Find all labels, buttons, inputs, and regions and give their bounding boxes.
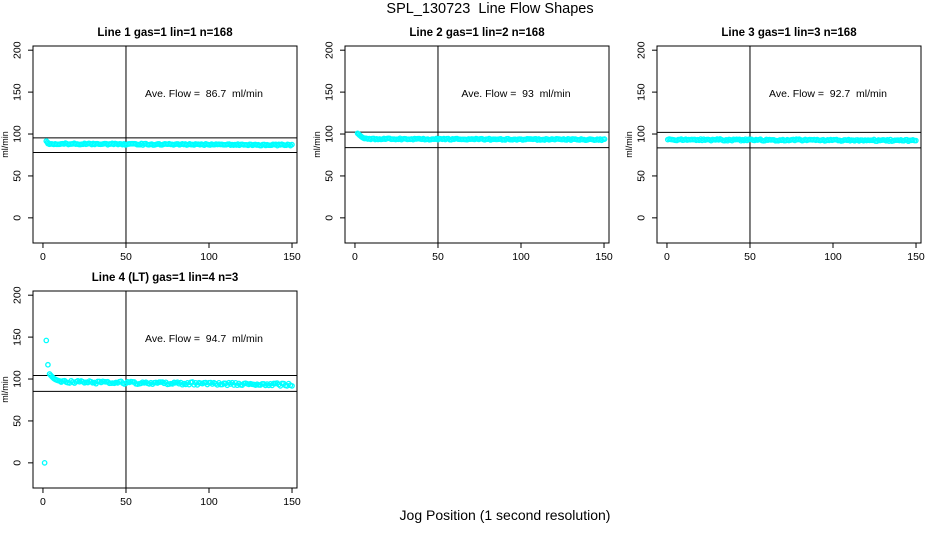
y-tick-label: 0 (12, 215, 24, 221)
y-tick-label: 100 (636, 125, 648, 143)
y-tick-label: 0 (12, 460, 24, 466)
data-points (664, 136, 919, 145)
x-tick-label: 100 (200, 251, 218, 263)
x-tick-label: 150 (283, 251, 301, 263)
subplot-line-1: 0 50 100 150 0 50 100 150 200 ml/min Line 1 gas=1 … (0, 27, 301, 263)
x-tick-label: 0 (352, 251, 358, 263)
x-tick-label: 150 (595, 251, 613, 263)
y-tick-label: 200 (324, 41, 336, 59)
x-tick-label: 100 (200, 496, 218, 508)
y-tick-label: 150 (324, 83, 336, 101)
plot-box (32, 45, 298, 244)
x-axis-title: Jog Position (1 second resolution) (399, 507, 611, 523)
y-tick-label: 50 (324, 170, 336, 182)
subplot-line-2: 0 50 100 150 0 50 100 150 200 ml/min Line 2 gas=1 … (312, 27, 613, 263)
data-point (601, 136, 608, 142)
figure-title: SPL_130723 Line Flow Shapes (386, 1, 594, 17)
y-tick-label: 150 (636, 83, 648, 101)
x-tick-label: 50 (744, 251, 756, 263)
y-tick-label: 200 (12, 286, 24, 304)
subplot-line-3: 0 50 100 150 0 50 100 150 200 ml/min Line 3 gas=1 … (624, 27, 925, 263)
y-tick-label: 0 (636, 215, 648, 221)
y-tick-label: 150 (12, 83, 24, 101)
y-tick-label: 50 (12, 170, 24, 182)
x-tick-label: 50 (120, 251, 132, 263)
plot-box (344, 45, 610, 244)
average-flow-annotation: Ave. Flow = 93 ml/min (461, 88, 570, 100)
data-points (43, 138, 295, 149)
y-tick-label: 50 (636, 170, 648, 182)
average-flow-annotation: Ave. Flow = 94.7 ml/min (145, 333, 263, 345)
data-point (912, 137, 919, 144)
y-tick-label: 100 (12, 125, 24, 143)
y-tick-label: 150 (12, 328, 24, 346)
subplot-title: Line 3 gas=1 lin=3 n=168 (721, 27, 857, 39)
x-tick-label: 150 (283, 496, 301, 508)
subplot-title: Line 4 (LT) gas=1 lin=4 n=3 (92, 272, 238, 284)
data-point (289, 383, 295, 389)
subplot-line-4: 0 50 100 150 0 50 100 150 200 ml/min Line 4 (LT) g… (0, 272, 301, 508)
data-point (289, 141, 295, 148)
y-axis-label: ml/min (624, 131, 634, 158)
x-tick-label: 50 (432, 251, 444, 263)
x-tick-label: 50 (120, 496, 132, 508)
y-axis-label: ml/min (312, 131, 322, 158)
x-tick-label: 150 (907, 251, 925, 263)
x-tick-label: 0 (40, 496, 46, 508)
y-tick-label: 50 (12, 415, 24, 427)
y-tick-label: 200 (12, 41, 24, 59)
y-tick-label: 100 (324, 125, 336, 143)
data-point (45, 361, 51, 368)
x-tick-label: 0 (664, 251, 670, 263)
x-tick-label: 100 (824, 251, 842, 263)
data-points (354, 130, 608, 144)
y-axis-label: ml/min (0, 376, 10, 403)
subplot-title: Line 2 gas=1 lin=2 n=168 (409, 27, 545, 39)
x-tick-label: 100 (512, 251, 530, 263)
data-points (41, 337, 295, 466)
data-point (41, 460, 48, 466)
plot-box (32, 290, 298, 489)
average-flow-annotation: Ave. Flow = 92.7 ml/min (769, 88, 887, 100)
y-tick-label: 100 (12, 370, 24, 388)
average-flow-annotation: Ave. Flow = 86.7 ml/min (145, 88, 263, 100)
y-tick-label: 200 (636, 41, 648, 59)
plot-box (656, 45, 922, 244)
data-point (43, 337, 50, 344)
x-tick-label: 0 (40, 251, 46, 263)
subplot-title: Line 1 gas=1 lin=1 n=168 (97, 27, 233, 39)
y-tick-label: 0 (324, 215, 336, 221)
y-axis-label: ml/min (0, 131, 10, 158)
